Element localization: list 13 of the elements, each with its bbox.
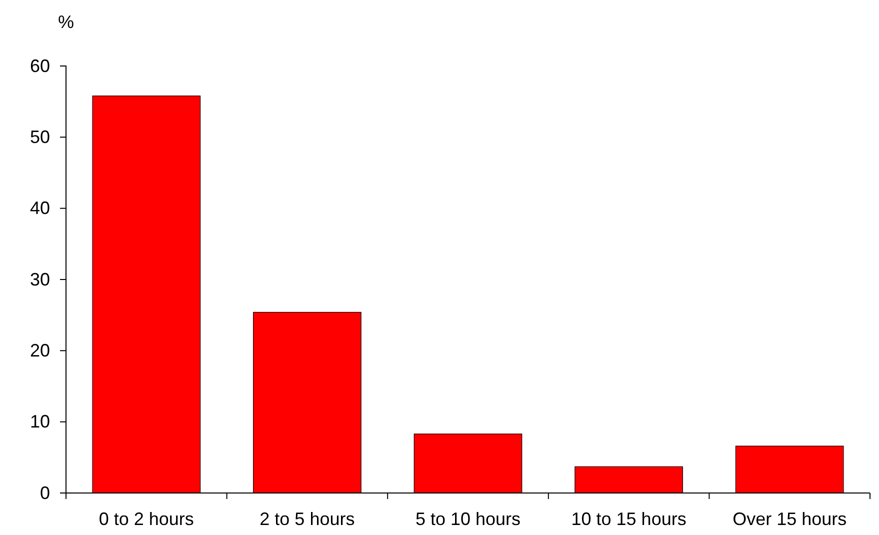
y-tick-label: 20 — [30, 340, 50, 360]
x-tick-label: 2 to 5 hours — [260, 509, 355, 529]
y-tick-label: 10 — [30, 412, 50, 432]
y-axis-title: % — [58, 12, 74, 32]
x-tick-label: Over 15 hours — [732, 509, 847, 529]
y-tick-label: 60 — [30, 56, 50, 76]
y-tick-label: 30 — [30, 269, 50, 290]
x-tick-label: 5 to 10 hours — [415, 509, 521, 529]
x-tick-label: 10 to 15 hours — [571, 509, 686, 529]
y-tick-label: 0 — [40, 482, 50, 503]
y-tick-label: 50 — [30, 126, 50, 147]
y-tick-label: 40 — [30, 198, 50, 218]
x-tick-label: 0 to 2 hours — [98, 509, 194, 529]
